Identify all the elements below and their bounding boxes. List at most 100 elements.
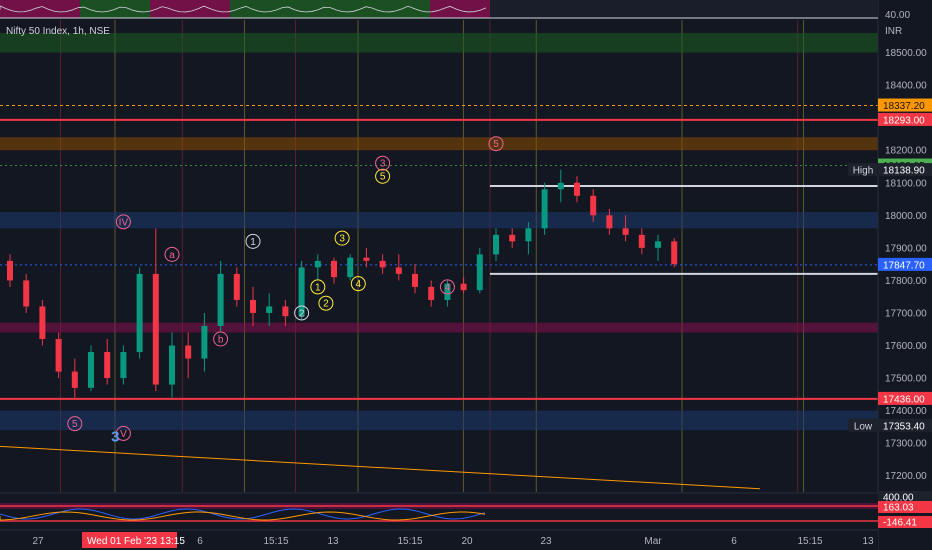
- wave-label-circle: [115, 214, 131, 230]
- wave-label-circle: [488, 136, 504, 152]
- candle-body: [298, 267, 305, 317]
- price-tag-label: 17847.70: [883, 260, 925, 271]
- indicator-tick-label: 400.00: [883, 493, 914, 504]
- price-tick-label: 18500.00: [885, 48, 927, 59]
- candle-body: [395, 267, 402, 274]
- time-tick-label: Mar: [644, 536, 662, 547]
- candle-body: [509, 234, 516, 242]
- indicator-tick-label: 163.03: [883, 503, 914, 514]
- time-tick-label: 23: [540, 536, 552, 547]
- time-cursor-label: Wed 01 Feb '23 13:15: [87, 536, 185, 547]
- wave-label-circle: [115, 425, 131, 441]
- bottom-indicator-pane: [0, 493, 878, 529]
- candle-body: [88, 352, 94, 388]
- price-tick-label: 17700.00: [885, 308, 927, 319]
- candle-body: [363, 257, 370, 261]
- candle-body: [476, 254, 483, 291]
- candle-body: [655, 241, 661, 248]
- time-tick-label: 15:15: [263, 536, 288, 547]
- wave-label-circle: [213, 331, 229, 347]
- price-axis: [878, 0, 932, 550]
- candle-body: [39, 306, 46, 340]
- price-tag: [878, 98, 932, 112]
- wave-label: IV: [119, 217, 129, 228]
- wave-label: 1: [250, 237, 256, 248]
- time-tick-label: 13: [862, 536, 874, 547]
- candle-body: [266, 306, 273, 313]
- price-tick-label: 17400.00: [885, 406, 927, 417]
- oscillator-line: [0, 508, 486, 520]
- time-tick-label: 15:15: [797, 536, 822, 547]
- wave-label: 2: [299, 308, 305, 319]
- price-tag-label: 18138.90: [883, 166, 925, 177]
- indicator-segment: [150, 0, 230, 18]
- time-axis: [0, 530, 878, 550]
- price-tag: [878, 163, 932, 177]
- wave-degree-label: 3: [111, 429, 119, 446]
- candle-body: [428, 286, 435, 300]
- time-tick-label: 13: [327, 536, 339, 547]
- wave-label-circle: [67, 416, 83, 432]
- candle-body: [152, 273, 159, 385]
- wave-label-circle: [318, 295, 334, 311]
- wave-label-circle: [334, 230, 350, 246]
- wave-label: 4: [356, 279, 362, 290]
- wave-label: 2: [323, 299, 329, 310]
- price-tag-label: 17436.00: [883, 394, 925, 405]
- candle-body: [444, 283, 451, 300]
- time-tick-label: 6: [731, 536, 737, 547]
- price-tick-label: 17600.00: [885, 341, 927, 352]
- time-tick-label: 6: [197, 536, 203, 547]
- indicator-tick-label: -146.41: [883, 518, 917, 529]
- wave-label-circle: [164, 246, 180, 262]
- wave-label-circle: [294, 305, 310, 321]
- candle-body: [71, 371, 78, 388]
- indicator-segment: [0, 0, 80, 18]
- candle-body: [282, 306, 289, 317]
- price-tag: [878, 257, 932, 271]
- wave-label: 3: [380, 159, 386, 170]
- chart-title: Nifty 50 Index, 1h, NSE: [6, 26, 110, 37]
- candle-body: [525, 228, 532, 242]
- side-label: High: [853, 166, 874, 177]
- candle-body: [671, 241, 678, 265]
- price-tag: [878, 418, 932, 432]
- price-tick-label: 17200.00: [885, 471, 927, 482]
- wave-label: 5: [493, 139, 499, 150]
- price-tick-label: 18000.00: [885, 211, 927, 222]
- candle-body: [55, 339, 62, 372]
- price-zone: [0, 410, 878, 431]
- wave-label-circle: [350, 276, 366, 292]
- candle-body: [460, 283, 467, 291]
- price-tick-label: 18100.00: [885, 178, 927, 189]
- side-label: Low: [854, 421, 873, 432]
- price-tick-label: 17500.00: [885, 374, 927, 385]
- wave-label: 5: [72, 419, 78, 430]
- indicator-tag: [878, 501, 932, 513]
- wave-label-circle: [439, 279, 455, 295]
- indicator-segment: [230, 0, 430, 18]
- candle-body: [104, 352, 111, 379]
- price-tick-label: 17300.00: [885, 439, 927, 450]
- candle-body: [201, 325, 208, 359]
- price-tag: [878, 112, 932, 126]
- wave-label: V: [120, 429, 127, 440]
- indicator-tick-label: 40.00: [885, 10, 910, 21]
- candle-body: [314, 260, 321, 268]
- indicator-line: [0, 5, 487, 13]
- candle-body: [331, 260, 337, 278]
- wave-label: 3: [339, 234, 345, 245]
- candle-body: [250, 299, 256, 313]
- candle-body: [493, 234, 499, 255]
- candle-body: [185, 345, 192, 359]
- price-tag-label: 18337.20: [883, 101, 925, 112]
- side-label-box: [848, 418, 878, 432]
- candle-body: [638, 234, 645, 248]
- wave-label-circle: [375, 168, 391, 184]
- trend-line: [0, 445, 761, 490]
- wave-label: 5: [380, 172, 386, 183]
- price-zone: [0, 137, 878, 151]
- time-tick-label: 15:15: [397, 536, 422, 547]
- candle-body: [590, 195, 597, 216]
